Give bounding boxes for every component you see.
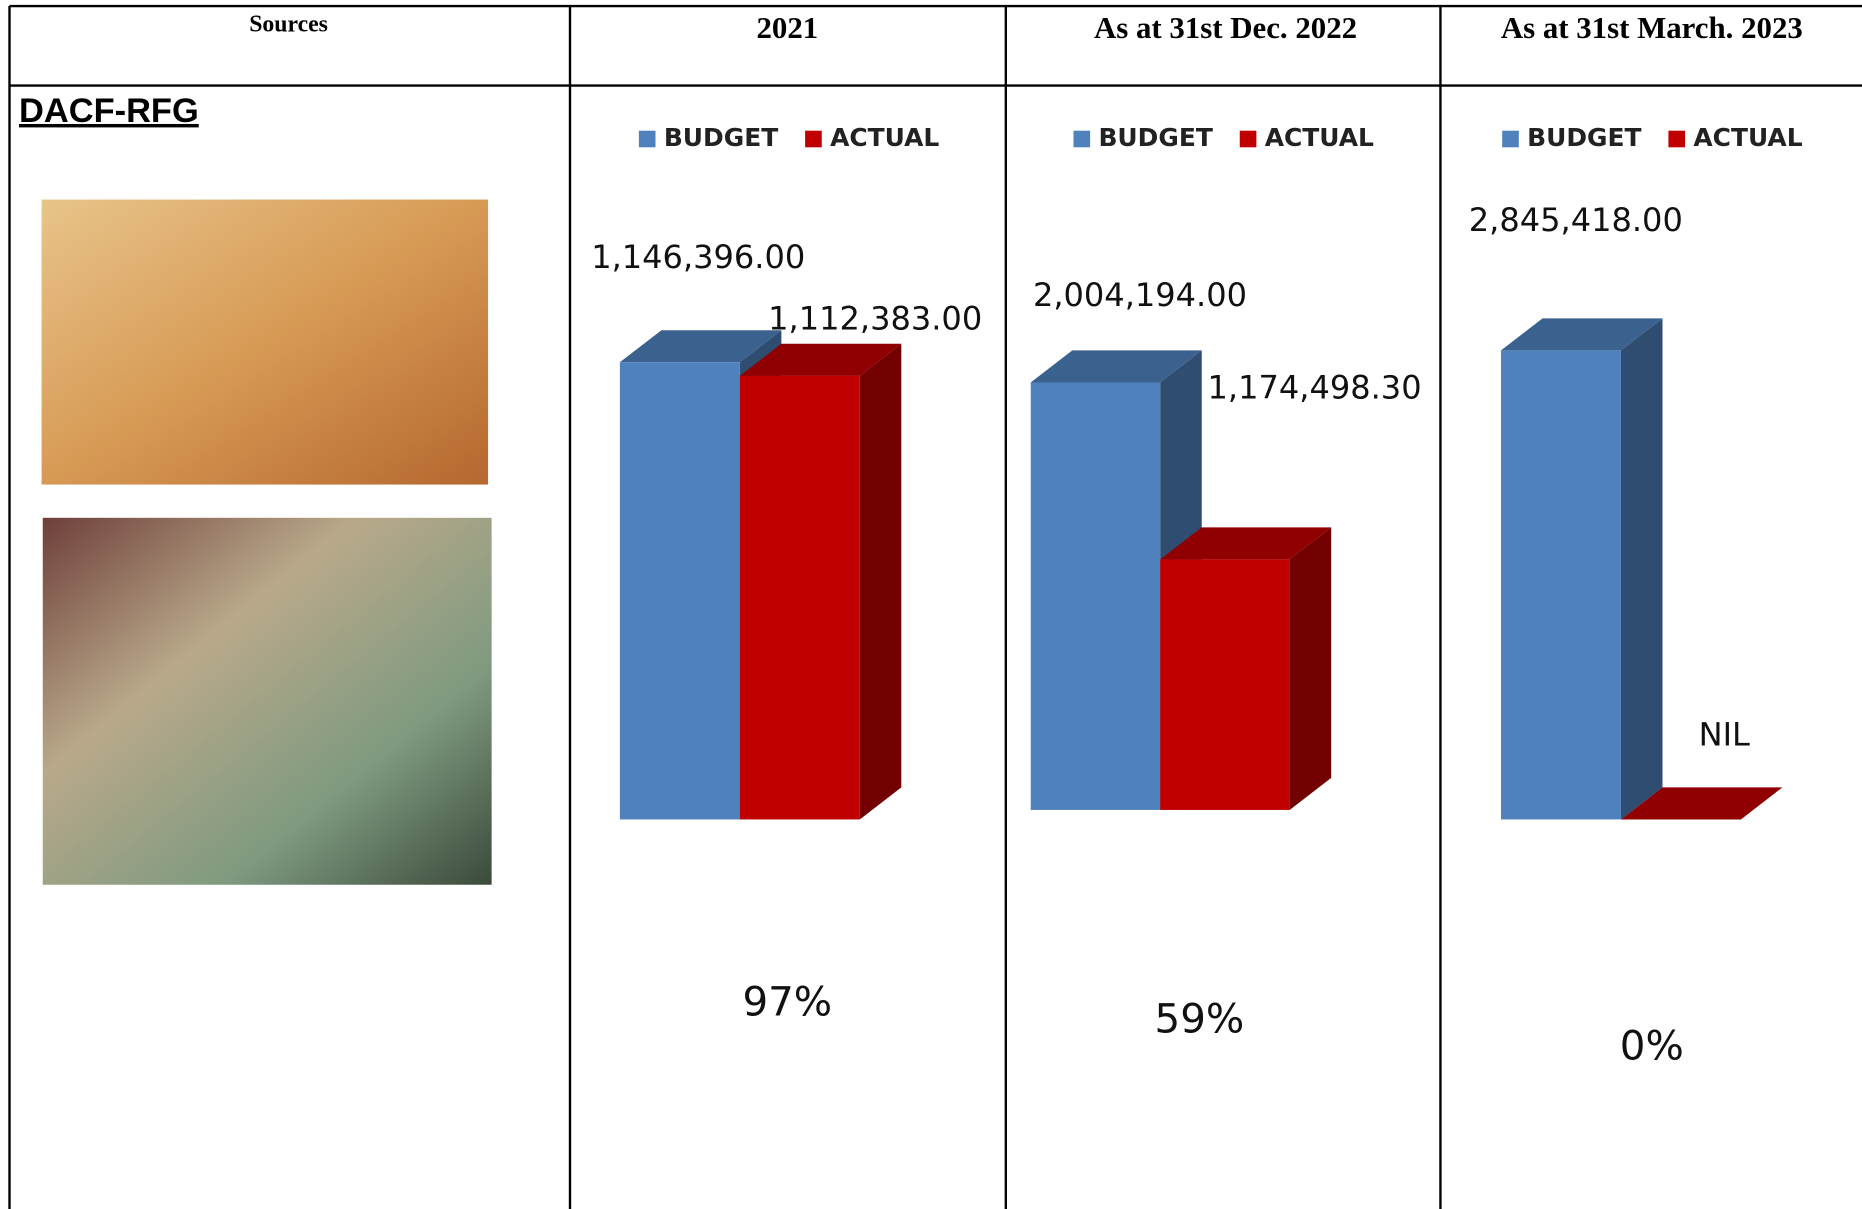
- legend-swatch: [639, 131, 656, 148]
- percentage-label: 59%: [1155, 995, 1245, 1042]
- bar: [1501, 350, 1621, 819]
- legend-label: BUDGET: [664, 123, 778, 152]
- legend-swatch: [805, 131, 822, 148]
- page: Sources 2021 As at 31st Dec. 2022 As at …: [0, 0, 1862, 1209]
- legend-label: ACTUAL: [1693, 123, 1802, 152]
- legend-swatch: [1074, 131, 1091, 148]
- banknote-image: [42, 200, 489, 485]
- section-label: DACF-RFG: [19, 92, 199, 130]
- value-label: 1,174,498.30: [1208, 369, 1422, 407]
- column-header: Sources: [249, 12, 328, 38]
- legend-swatch: [1240, 131, 1257, 148]
- bar-side: [1290, 527, 1332, 810]
- legend-swatch: [1668, 131, 1685, 148]
- bar: [1160, 559, 1289, 810]
- legend-label: ACTUAL: [1265, 123, 1374, 152]
- bar: [620, 362, 740, 819]
- legend-swatch: [1502, 131, 1519, 148]
- bar-side: [1621, 318, 1663, 819]
- value-label: NIL: [1699, 715, 1750, 753]
- legend-label: BUDGET: [1527, 123, 1641, 152]
- value-label: 1,112,383.00: [768, 300, 982, 338]
- value-label: 2,004,194.00: [1033, 276, 1247, 314]
- legend-label: BUDGET: [1098, 123, 1212, 152]
- banknote-image: [43, 518, 492, 885]
- bar-side: [860, 344, 902, 820]
- column-header: As at 31st Dec. 2022: [1094, 10, 1357, 45]
- value-label: 2,845,418.00: [1469, 201, 1683, 239]
- column-header: As at 31st March. 2023: [1501, 10, 1803, 45]
- value-label: 1,146,396.00: [591, 238, 805, 276]
- percentage-label: 97%: [742, 979, 832, 1026]
- percentage-label: 0%: [1620, 1023, 1684, 1070]
- bar: [1031, 382, 1160, 810]
- legend-label: ACTUAL: [830, 123, 939, 152]
- column-header: 2021: [756, 10, 818, 45]
- charts: BUDGET 1,146,396.00 ACTUAL 1,112,383.00 97% B…: [591, 123, 1802, 1070]
- bar: [740, 376, 860, 820]
